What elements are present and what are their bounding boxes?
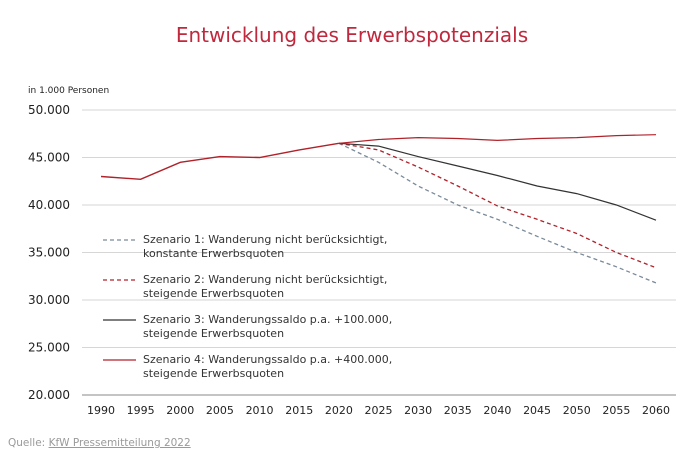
y-tick-labels: 20.000 25.000 30.000 35.000 40.000 45.000 50.0… — [28, 103, 70, 402]
source-note: Quelle: KfW Pressemitteilung 2022 — [8, 437, 191, 449]
x-tick-label: 2030 — [404, 404, 432, 417]
series-line-history — [100, 142, 340, 181]
y-tick-label: 45.000 — [28, 151, 70, 165]
x-tick-label: 2020 — [325, 404, 353, 417]
x-tick-labels: 1990 1995 2000 2005 2010 2015 2020 2025 2030 2035… — [87, 404, 670, 417]
legend-label: konstante Erwerbsquoten — [143, 247, 284, 260]
y-tick-label: 50.000 — [28, 103, 70, 117]
y-axis-label: in 1.000 Personen — [28, 86, 109, 96]
x-tick-label: 2035 — [444, 404, 472, 417]
x-tick-label: 2050 — [563, 404, 591, 417]
series-line-szenario-1 — [338, 142, 657, 284]
y-tick-label: 30.000 — [28, 293, 70, 307]
x-tick-label: 2060 — [642, 404, 670, 417]
gridlines — [82, 109, 676, 396]
legend-label: steigende Erwerbsquoten — [143, 327, 284, 340]
x-tick-label: 2025 — [365, 404, 393, 417]
chart-title: Entwicklung des Erwerbspotenzials — [176, 23, 528, 47]
series-line-szenario-3 — [338, 142, 657, 221]
y-tick-label: 40.000 — [28, 198, 70, 212]
legend-label: steigende Erwerbsquoten — [143, 367, 284, 380]
x-tick-label: 1995 — [127, 404, 155, 417]
x-tick-label: 2040 — [483, 404, 511, 417]
series-line-szenario-4 — [338, 134, 657, 144]
legend-label: Szenario 3: Wanderungssaldo p.a. +100.00… — [143, 313, 392, 326]
legend-label: Szenario 4: Wanderungssaldo p.a. +400.00… — [143, 353, 392, 366]
x-tick-label: 2000 — [166, 404, 194, 417]
x-tick-label: 2055 — [602, 404, 630, 417]
y-tick-label: 35.000 — [28, 246, 70, 260]
y-tick-label: 25.000 — [28, 341, 70, 355]
y-tick-label: 20.000 — [28, 388, 70, 402]
legend: Szenario 1: Wanderung nicht berücksichti… — [103, 233, 392, 380]
x-tick-label: 2010 — [246, 404, 274, 417]
series-line-szenario-2 — [338, 142, 657, 269]
source-link[interactable]: KfW Pressemitteilung 2022 — [48, 437, 191, 449]
legend-label: Szenario 2: Wanderung nicht berücksichti… — [143, 273, 387, 286]
source-prefix: Quelle: — [8, 437, 49, 449]
x-tick-label: 2005 — [206, 404, 234, 417]
series-lines — [100, 134, 657, 284]
legend-label: Szenario 1: Wanderung nicht berücksichti… — [143, 233, 387, 246]
legend-label: steigende Erwerbsquoten — [143, 287, 284, 300]
x-tick-label: 2015 — [285, 404, 313, 417]
x-tick-label: 1990 — [87, 404, 115, 417]
x-tick-label: 2045 — [523, 404, 551, 417]
